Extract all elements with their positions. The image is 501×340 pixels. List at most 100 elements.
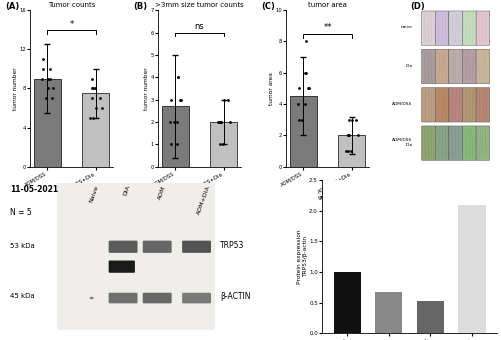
- Text: (A): (A): [6, 2, 20, 11]
- Point: [175, 97, 183, 102]
- Point: [46, 66, 54, 72]
- Bar: [82, 93, 109, 167]
- FancyBboxPatch shape: [142, 293, 171, 303]
- Point: [225, 119, 233, 125]
- Point: [305, 86, 313, 91]
- Y-axis label: tumor number: tumor number: [144, 67, 149, 110]
- Point: [302, 39, 310, 44]
- Point: [89, 115, 97, 120]
- Point: [223, 97, 231, 102]
- Text: *: *: [69, 20, 74, 29]
- Point: [45, 76, 53, 81]
- Text: N = 5: N = 5: [10, 208, 32, 217]
- Bar: [338, 135, 364, 167]
- Text: 11-05-2021: 11-05-2021: [10, 185, 58, 194]
- Text: TRP53: TRP53: [220, 241, 244, 251]
- Title: Tumor counts: Tumor counts: [48, 2, 95, 8]
- Point: [172, 141, 180, 147]
- Point: [97, 105, 105, 111]
- FancyBboxPatch shape: [434, 88, 448, 122]
- FancyBboxPatch shape: [475, 88, 489, 122]
- Circle shape: [89, 297, 94, 299]
- Point: [92, 105, 100, 111]
- Point: [345, 133, 353, 138]
- Point: [88, 76, 96, 81]
- Point: [39, 56, 47, 62]
- Point: [91, 86, 99, 91]
- Point: [343, 133, 351, 138]
- Bar: [333, 272, 360, 333]
- Point: [215, 119, 223, 125]
- Text: AOM: AOM: [157, 185, 166, 200]
- Bar: [374, 292, 401, 333]
- Point: [295, 86, 303, 91]
- Text: **: **: [323, 23, 331, 33]
- FancyBboxPatch shape: [461, 88, 475, 122]
- Point: [353, 133, 361, 138]
- Point: [173, 74, 181, 80]
- FancyBboxPatch shape: [475, 126, 489, 160]
- FancyBboxPatch shape: [448, 126, 461, 160]
- Point: [293, 101, 301, 107]
- Text: naive: naive: [400, 26, 412, 29]
- FancyBboxPatch shape: [475, 49, 489, 84]
- Bar: [34, 79, 61, 167]
- Point: [88, 86, 96, 91]
- Point: [302, 70, 310, 75]
- FancyBboxPatch shape: [182, 241, 210, 253]
- FancyBboxPatch shape: [421, 49, 434, 84]
- FancyBboxPatch shape: [421, 126, 434, 160]
- Point: [174, 74, 182, 80]
- Point: [300, 101, 308, 107]
- Point: [45, 86, 53, 91]
- Text: Naive: Naive: [89, 185, 100, 203]
- FancyBboxPatch shape: [448, 88, 461, 122]
- Text: (C): (C): [261, 2, 275, 11]
- Bar: [210, 122, 236, 167]
- Point: [300, 70, 308, 75]
- Text: 45 kDa: 45 kDa: [10, 293, 35, 300]
- FancyBboxPatch shape: [182, 293, 210, 303]
- Point: [341, 148, 349, 154]
- Text: Dia: Dia: [405, 64, 412, 68]
- FancyBboxPatch shape: [461, 11, 475, 45]
- Point: [346, 148, 354, 154]
- Bar: [290, 96, 316, 167]
- Point: [176, 97, 184, 102]
- Text: β-ACTIN: β-ACTIN: [220, 292, 250, 301]
- X-axis label: groups: groups: [317, 195, 337, 200]
- Point: [217, 119, 225, 125]
- Text: AOM+DIA: AOM+DIA: [196, 185, 211, 216]
- Text: AOM/DSS: AOM/DSS: [392, 102, 412, 106]
- Bar: [58, 183, 214, 330]
- Bar: [162, 106, 188, 167]
- Point: [303, 86, 311, 91]
- Y-axis label: tumor number: tumor number: [13, 67, 18, 110]
- Y-axis label: Protein expression
TRP53/β-actin: Protein expression TRP53/β-actin: [297, 230, 307, 284]
- Point: [216, 119, 224, 125]
- Point: [344, 133, 352, 138]
- Bar: [457, 205, 484, 333]
- FancyBboxPatch shape: [108, 260, 135, 273]
- FancyBboxPatch shape: [421, 11, 434, 45]
- Text: (B): (B): [133, 2, 147, 11]
- FancyBboxPatch shape: [108, 293, 137, 303]
- Point: [42, 96, 50, 101]
- Title: tumor area: tumor area: [308, 2, 346, 8]
- Point: [86, 115, 94, 120]
- FancyBboxPatch shape: [421, 88, 434, 122]
- Text: DIA: DIA: [123, 185, 131, 197]
- Point: [213, 119, 221, 125]
- Point: [215, 119, 223, 125]
- Title: >3mm size tumor counts: >3mm size tumor counts: [155, 2, 243, 8]
- Point: [169, 119, 177, 125]
- Point: [39, 66, 47, 72]
- FancyBboxPatch shape: [448, 49, 461, 84]
- FancyBboxPatch shape: [434, 11, 448, 45]
- Text: AOM/DSS
Dia: AOM/DSS Dia: [392, 138, 412, 147]
- X-axis label: groups: groups: [189, 195, 209, 200]
- Point: [347, 117, 355, 122]
- Point: [351, 117, 359, 122]
- Point: [88, 96, 96, 101]
- Point: [167, 97, 175, 102]
